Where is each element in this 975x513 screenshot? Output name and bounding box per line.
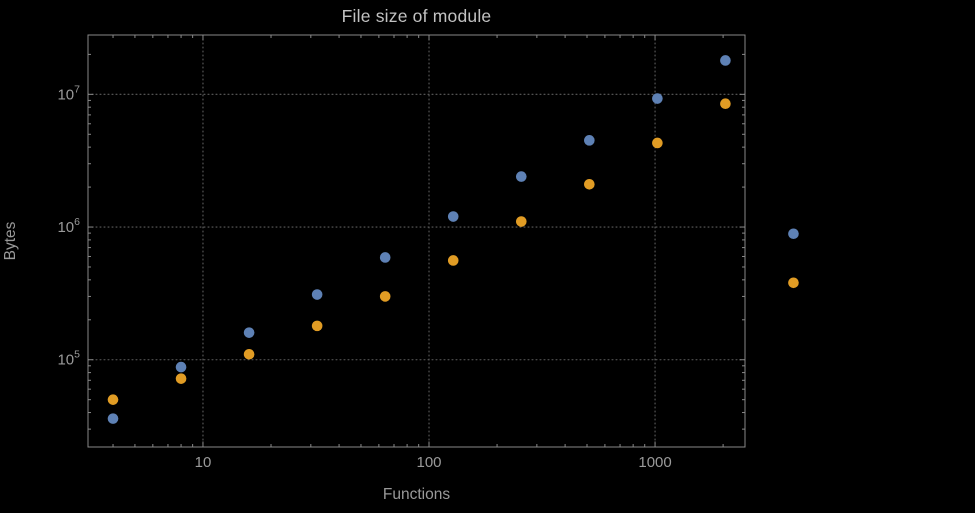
x-tick-label: 100 xyxy=(416,454,441,471)
x-axis-label: Functions xyxy=(382,486,451,503)
y-tick-exponent: 7 xyxy=(74,83,80,95)
x-tick-label: 10 xyxy=(195,454,212,471)
y-tick-exponent: 6 xyxy=(74,216,80,228)
data-point-series-blue xyxy=(311,289,323,300)
data-point-series-orange xyxy=(175,373,187,384)
data-point-series-orange xyxy=(515,216,527,227)
data-point-series-orange xyxy=(584,178,595,190)
data-point-series-blue xyxy=(652,93,663,104)
data-point-series-orange xyxy=(311,320,323,332)
y-tick-exponent: 5 xyxy=(74,349,80,361)
chart-title: File size of module xyxy=(341,6,492,26)
data-point-series-blue xyxy=(720,55,731,66)
data-point-series-blue xyxy=(515,171,527,182)
data-point-series-orange xyxy=(788,277,799,289)
data-point-series-blue xyxy=(788,228,799,240)
data-point-series-orange xyxy=(379,291,391,302)
data-point-series-blue xyxy=(447,211,459,222)
data-point-series-blue xyxy=(107,413,119,424)
data-point-series-blue xyxy=(243,327,255,338)
data-point-series-orange xyxy=(447,255,459,266)
data-point-series-blue xyxy=(584,135,595,146)
plot-frame xyxy=(87,34,746,448)
y-tick-label: 107 xyxy=(57,83,80,103)
data-point-series-orange xyxy=(243,348,255,360)
data-point-series-blue xyxy=(379,252,391,263)
data-point-series-orange xyxy=(720,98,731,110)
data-point-series-orange xyxy=(107,394,119,405)
data-point-series-orange xyxy=(652,137,663,149)
y-tick-label: 105 xyxy=(57,349,80,369)
data-point-series-blue xyxy=(175,361,187,373)
y-tick-label: 106 xyxy=(57,216,80,236)
x-tick-label: 1000 xyxy=(638,454,671,471)
